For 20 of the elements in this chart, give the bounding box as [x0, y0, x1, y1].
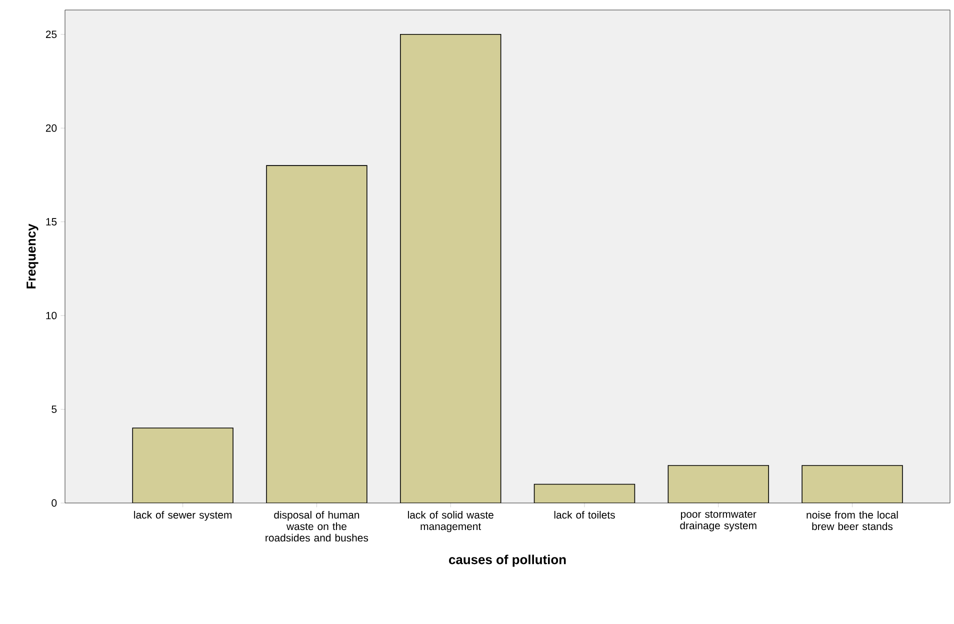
- bar: [266, 165, 368, 503]
- x-tick-label: noise from the local brew beer stands: [806, 510, 898, 530]
- y-tick-label: 10: [46, 312, 57, 320]
- bar: [400, 34, 502, 503]
- x-axis-title: causes of pollution: [449, 554, 566, 567]
- bar: [668, 465, 769, 503]
- y-tick-label: 0: [52, 499, 57, 507]
- x-tick-label: poor stormwater drainage system: [680, 510, 756, 532]
- x-tick-label: lack of sewer system: [134, 510, 232, 521]
- x-tick-label: lack of toilets: [554, 510, 615, 519]
- y-tick-label: 5: [52, 406, 57, 413]
- y-tick-label: 20: [46, 124, 57, 132]
- x-tick-label: disposal of human waste on the roadsides and bushes: [266, 510, 368, 542]
- y-axis-title: Frequency: [26, 224, 38, 288]
- bar: [802, 465, 903, 503]
- bar: [534, 484, 635, 503]
- bar: [132, 428, 234, 503]
- y-tick-label: 15: [46, 218, 57, 226]
- x-tick-label: lack of solid waste management: [408, 510, 494, 532]
- y-tick-label: 25: [46, 30, 57, 38]
